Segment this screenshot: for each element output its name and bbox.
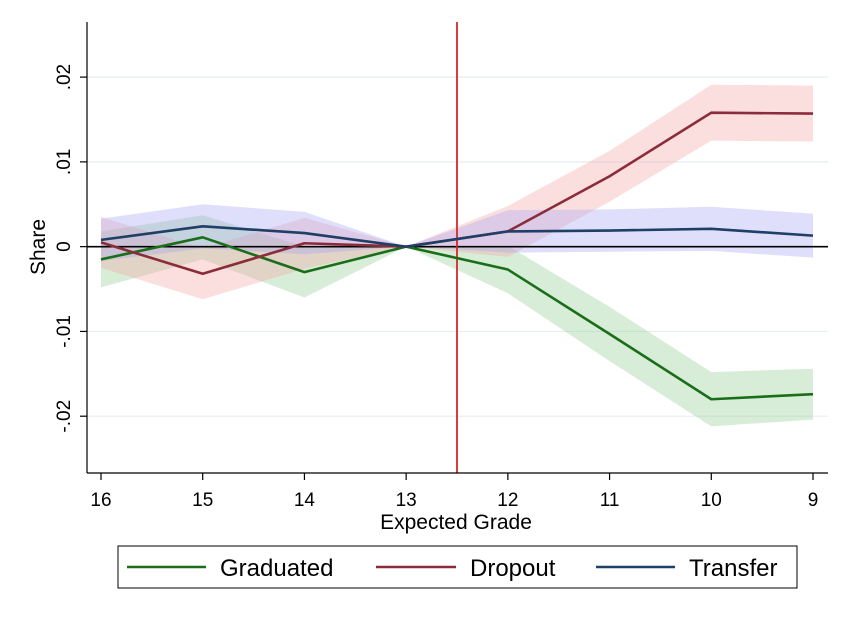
legend: Graduated Dropout Transfer	[117, 545, 798, 589]
y-tick-label: -.02	[54, 400, 75, 433]
y-tick-label: 0	[54, 241, 75, 252]
y-tick-label: -.01	[54, 315, 75, 348]
y-axis-ticks: -.02 -.01 0 .01 .02	[54, 64, 87, 433]
x-tick-label: 13	[396, 490, 417, 511]
confidence-band-graduated	[101, 215, 813, 427]
y-tick-label: .01	[54, 149, 75, 175]
x-tick-label: 11	[600, 490, 620, 511]
x-tick-label: 10	[701, 490, 722, 511]
x-tick-label: 9	[808, 490, 819, 511]
x-tick-label: 15	[192, 490, 213, 511]
y-tick-label: .02	[54, 64, 75, 90]
x-axis-ticks: 16 15 14 13 12 11 10 9	[90, 473, 818, 511]
x-axis-label: Expected Grade	[380, 511, 532, 534]
confidence-band-dropout	[101, 84, 813, 300]
series-line-transfer	[100, 225, 814, 248]
legend-label-transfer: Transfer	[689, 555, 777, 582]
axes	[86, 22, 828, 474]
legend-box	[117, 545, 798, 589]
x-tick-label: 14	[294, 490, 316, 511]
x-tick-label: 12	[497, 490, 518, 511]
series-line-graduated	[100, 236, 814, 401]
x-tick-label: 16	[90, 490, 111, 511]
legend-label-dropout: Dropout	[470, 555, 556, 582]
series-lines	[100, 111, 814, 401]
legend-label-graduated: Graduated	[220, 555, 333, 582]
y-axis-label: Share	[27, 219, 50, 275]
